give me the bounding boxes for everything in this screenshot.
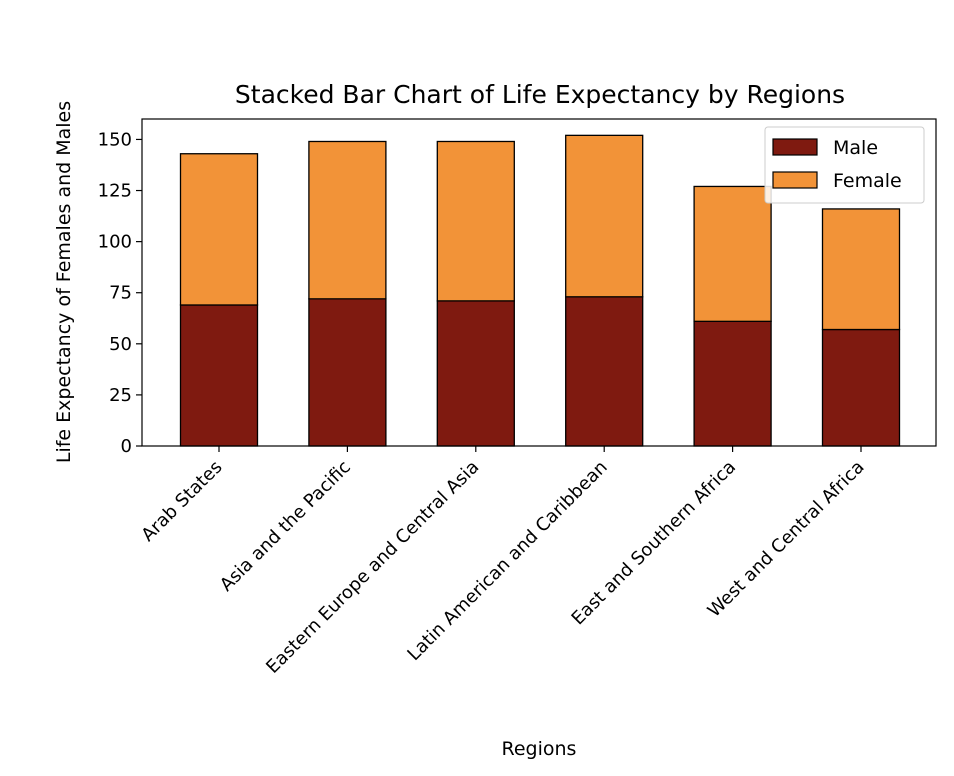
bars-layer <box>179 134 901 447</box>
x-tick-label: Arab States <box>137 457 226 546</box>
bar-female-2 <box>436 140 515 302</box>
bar-male-3 <box>565 296 644 447</box>
bar-male-4 <box>693 320 772 447</box>
y-tick-label: 75 <box>109 283 132 304</box>
legend-swatch-male <box>772 138 818 156</box>
bar-male-2 <box>436 300 515 447</box>
x-axis-title: Regions <box>502 738 577 760</box>
bar-female-5 <box>821 208 901 331</box>
y-tick-label: 0 <box>121 436 132 457</box>
bar-female-0 <box>179 153 259 306</box>
legend-label-male: Male <box>833 137 878 159</box>
chart-title: Stacked Bar Chart of Life Expectancy by … <box>235 80 845 109</box>
bar-female-1 <box>308 140 387 300</box>
y-axis: 0 25 50 75 100 125 150 <box>98 129 142 457</box>
x-tick-label: Latin American and Caribbean <box>403 457 611 665</box>
y-tick-label: 150 <box>98 129 132 150</box>
bar-female-3 <box>565 134 644 298</box>
legend: Male Female <box>764 126 925 204</box>
y-tick-label: 25 <box>109 385 132 406</box>
bar-female-4 <box>693 185 772 322</box>
bar-male-0 <box>179 304 259 447</box>
y-tick-label: 50 <box>109 334 132 355</box>
y-tick-label: 125 <box>98 181 132 202</box>
x-tick-label: Eastern Europe and Central Asia <box>262 457 483 678</box>
legend-swatch-female <box>772 171 818 189</box>
y-tick-label: 100 <box>98 232 132 253</box>
bar-male-5 <box>821 328 901 447</box>
legend-label-female: Female <box>833 170 902 192</box>
y-axis-title: Life Expectancy of Females and Males <box>53 101 75 463</box>
plot-area-frame <box>141 118 937 447</box>
x-tick-label: Asia and the Pacific <box>216 457 355 596</box>
bar-male-1 <box>308 298 387 447</box>
